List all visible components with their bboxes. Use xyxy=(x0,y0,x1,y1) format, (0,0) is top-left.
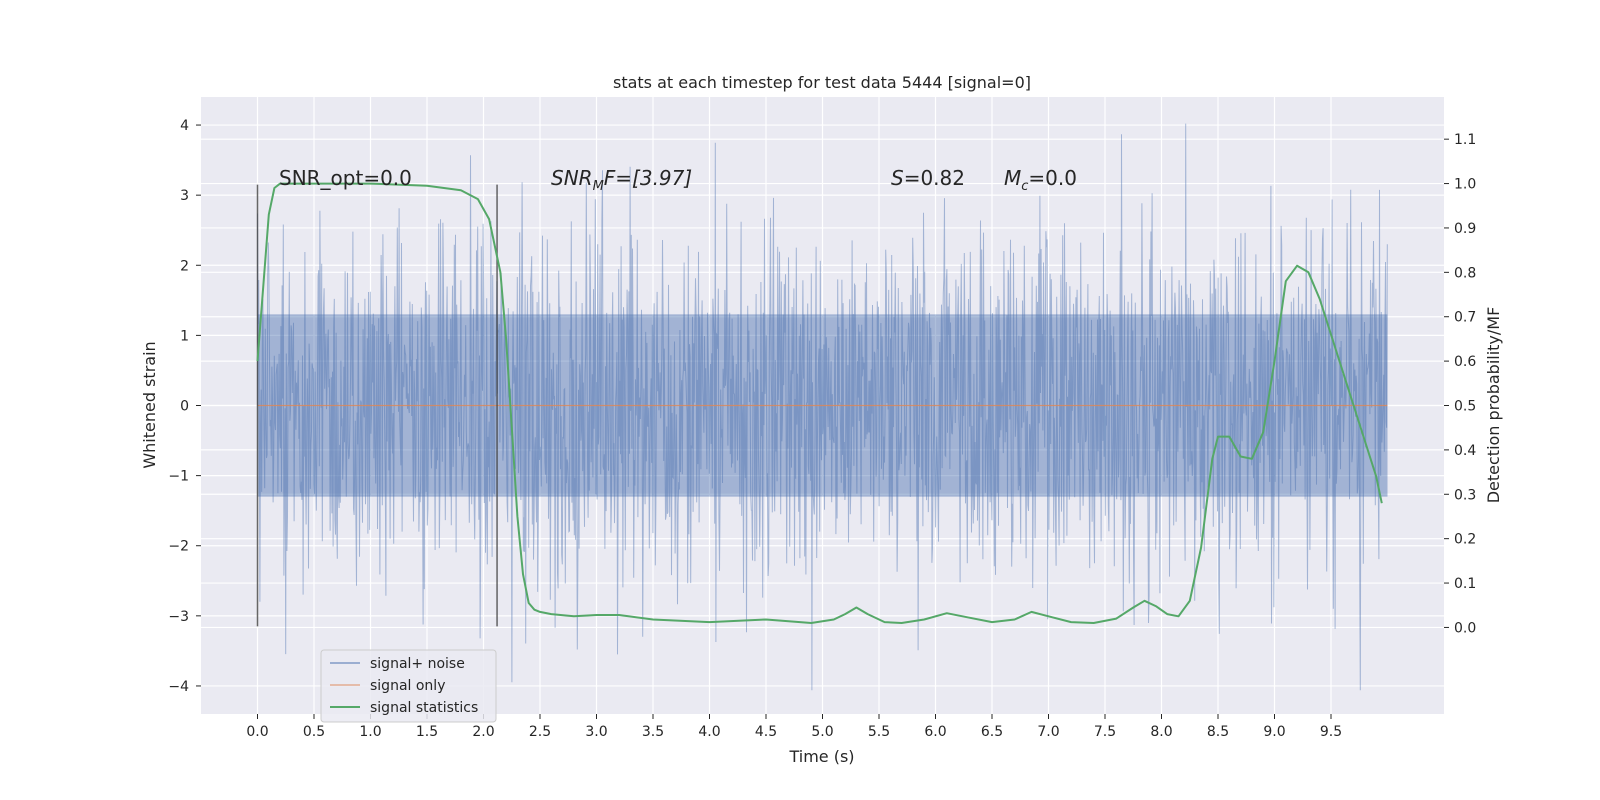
y2-tick-label: 0.9 xyxy=(1454,221,1476,237)
y-axis-title: Whitened strain xyxy=(140,341,159,468)
y2-tick-label: 0.4 xyxy=(1454,443,1476,459)
x-tick-label: 3.0 xyxy=(585,724,607,740)
y2-tick-label: 1.1 xyxy=(1454,132,1476,148)
annotation-mc-main: M xyxy=(1004,166,1021,190)
y2-tick-label: 1.0 xyxy=(1454,177,1476,193)
y2-tick-label: 0.6 xyxy=(1454,354,1476,370)
legend: signal+ noise signal only signal statist… xyxy=(320,649,497,723)
series-signal-statistics xyxy=(256,182,1383,624)
x-tick-label: 0.5 xyxy=(303,724,325,740)
legend-box xyxy=(320,649,497,723)
x-tick-label: 7.5 xyxy=(1094,724,1116,740)
annotation-snr-mf-sub: M xyxy=(593,179,604,194)
x-tick-label: 5.0 xyxy=(811,724,833,740)
y-tick-label: −3 xyxy=(168,609,189,625)
y2-tick-label: 0.8 xyxy=(1454,265,1476,281)
annotation-snr-mf-rest: F=[3.97] xyxy=(604,166,692,190)
annotation-s-rest: =0.82 xyxy=(904,166,965,190)
x-axis-ticks: 0.0 0.5 1.0 1.5 2.0 2.5 3.0 3.5 4.0 4.5 5.0 5.5 6.0 6… xyxy=(246,714,1342,740)
y-tick-label: −1 xyxy=(168,469,189,485)
y-tick-label: 4 xyxy=(180,118,189,134)
y2-tick-label: 0.5 xyxy=(1454,399,1476,415)
y-axis-left-ticks: −4 −3 −2 −1 0 1 2 3 4 xyxy=(168,118,201,695)
x-tick-label: 7.0 xyxy=(1037,724,1059,740)
legend-label-signal-only: signal only xyxy=(370,678,445,694)
x-tick-label: 6.0 xyxy=(924,724,946,740)
x-tick-label: 3.5 xyxy=(642,724,664,740)
x-tick-label: 9.5 xyxy=(1320,724,1342,740)
x-tick-label: 4.5 xyxy=(755,724,777,740)
y-axis-right-ticks: 0.0 0.1 0.2 0.3 0.4 0.5 0.6 0.7 0.8 0.9 1.0 1.1 xyxy=(1444,132,1476,636)
x-tick-label: 8.0 xyxy=(1150,724,1172,740)
y2-tick-label: 0.0 xyxy=(1454,620,1476,636)
x-tick-label: 9.0 xyxy=(1263,724,1285,740)
x-tick-label: 1.0 xyxy=(359,724,381,740)
x-tick-label: 1.5 xyxy=(416,724,438,740)
annotation-mc-sub: c xyxy=(1021,179,1028,194)
x-tick-label: 0.0 xyxy=(246,724,268,740)
legend-label-signal-statistics: signal statistics xyxy=(370,700,478,716)
x-tick-label: 4.0 xyxy=(698,724,720,740)
y-tick-label: 2 xyxy=(180,258,189,274)
y2-tick-label: 0.2 xyxy=(1454,532,1476,548)
y-tick-label: 1 xyxy=(180,328,189,344)
annotation-snr-opt: SNR_opt=0.0 xyxy=(279,166,412,190)
signal-statistics-line xyxy=(256,182,1383,624)
annotation-mc: Mc=0.0 xyxy=(1004,166,1077,194)
y-tick-label: −4 xyxy=(168,679,189,695)
x-tick-label: 6.5 xyxy=(981,724,1003,740)
y2-tick-label: 0.3 xyxy=(1454,487,1476,503)
y-tick-label: −2 xyxy=(168,539,189,555)
annotation-snr-mf-main: SNR xyxy=(551,166,593,190)
y-tick-label: 0 xyxy=(180,399,189,415)
x-tick-label: 2.5 xyxy=(529,724,551,740)
y2-tick-label: 0.7 xyxy=(1454,310,1476,326)
chart-title: stats at each timestep for test data 544… xyxy=(613,73,1031,92)
noise-trace xyxy=(257,123,1388,691)
y2-axis-title: Detection probability/MF xyxy=(1484,307,1503,504)
y2-tick-label: 0.1 xyxy=(1454,576,1476,592)
annotation-s-main: S xyxy=(891,166,904,190)
y-tick-label: 3 xyxy=(180,188,189,204)
annotation-mc-rest: =0.0 xyxy=(1028,166,1077,190)
x-tick-label: 5.5 xyxy=(868,724,890,740)
x-axis-title: Time (s) xyxy=(788,747,854,766)
x-tick-label: 2.0 xyxy=(472,724,494,740)
annotation-snr-mf: SNRMF=[3.97] xyxy=(551,166,692,194)
annotation-s: S=0.82 xyxy=(891,166,965,190)
legend-label-signal-plus-noise: signal+ noise xyxy=(370,656,465,672)
x-tick-label: 8.5 xyxy=(1207,724,1229,740)
